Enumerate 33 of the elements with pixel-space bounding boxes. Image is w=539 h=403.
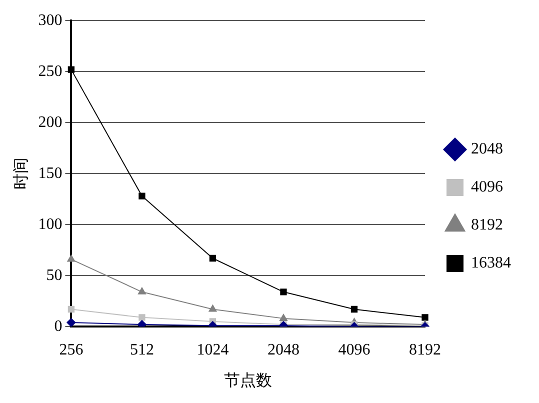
y-tick-label: 0: [54, 318, 62, 335]
y-axis-title: 时间: [12, 158, 30, 190]
y-tick-label: 100: [38, 216, 62, 233]
legend-label: 2048: [471, 140, 503, 158]
y-tick-label: 300: [38, 12, 62, 29]
point: [67, 254, 76, 262]
legend-label: 4096: [471, 178, 503, 196]
x-tick-label: 8192: [409, 341, 441, 358]
point: [280, 288, 287, 296]
x-tick-label: 1024: [196, 341, 229, 358]
x-axis-title: 节点数: [224, 372, 272, 390]
y-tick-label: 50: [46, 266, 62, 284]
y-tick-label: 250: [38, 62, 62, 80]
y-tick-label: 200: [38, 114, 62, 131]
point: [138, 314, 146, 321]
x-tick-label: 2048: [267, 341, 300, 358]
legend-label: 8192: [471, 216, 503, 234]
point: [138, 192, 146, 200]
point: [209, 254, 216, 262]
point: [138, 287, 146, 294]
point: [137, 320, 146, 327]
x-tick-label: 512: [130, 341, 154, 358]
point: [68, 306, 75, 313]
legend-label: 16384: [471, 254, 511, 272]
point: [422, 314, 428, 321]
point: [350, 306, 358, 313]
point: [68, 66, 75, 73]
x-tick-label: 4096: [338, 341, 370, 358]
y-tick-label: 150: [38, 164, 62, 182]
point: [66, 318, 76, 327]
x-tick-label: 256: [59, 341, 84, 358]
point: [280, 314, 288, 321]
point: [208, 304, 217, 312]
